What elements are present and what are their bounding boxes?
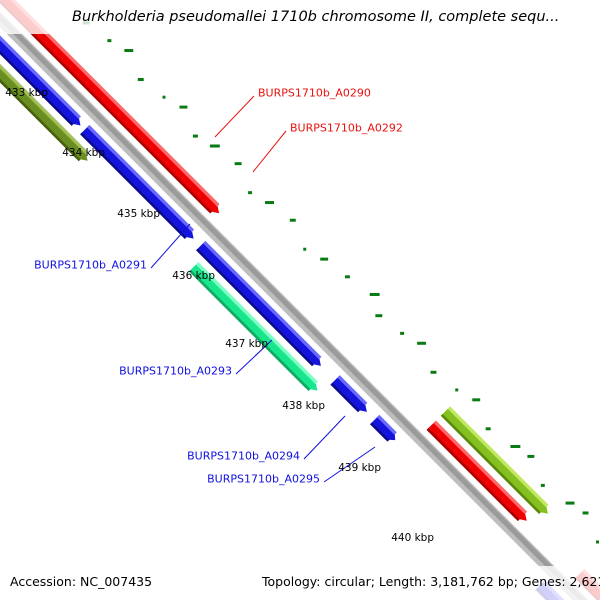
- axis-tick-label: 437 kbp: [225, 338, 268, 350]
- gene-feature-blue-gene-a0291[interactable]: [80, 124, 195, 239]
- gene-feature-blue-gene-a0295[interactable]: [370, 414, 397, 442]
- axis-tick-label: 440 kbp: [391, 532, 434, 544]
- feature-label-burps1710b_a0290[interactable]: BURPS1710b_A0290: [258, 86, 371, 100]
- gene-feature-red-gene-bottom[interactable]: [426, 420, 528, 522]
- gene-feature-blue-gene-top[interactable]: [0, 0, 82, 126]
- feature-label-burps1710b_a0294[interactable]: BURPS1710b_A0294: [187, 449, 300, 463]
- gene-feature-olive-gene-top[interactable]: [0, 0, 89, 162]
- gene-feature-spring-gene[interactable]: [189, 262, 318, 391]
- feature-label-burps1710b_a0292[interactable]: BURPS1710b_A0292: [290, 121, 403, 135]
- gene-feature-blue-gene-a0293[interactable]: [196, 240, 322, 367]
- feature-label-burps1710b_a0295[interactable]: BURPS1710b_A0295: [207, 472, 320, 486]
- feature-label-burps1710b_a0291[interactable]: BURPS1710b_A0291: [34, 258, 147, 272]
- small-feature-ticks: [82, 21, 599, 544]
- axis-tick-label: 436 kbp: [172, 270, 215, 282]
- feature-label-burps1710b_a0293[interactable]: BURPS1710b_A0293: [119, 364, 232, 378]
- axis-tick-label: 438 kbp: [282, 400, 325, 412]
- axis-tick-label: 435 kbp: [117, 208, 160, 220]
- gene-feature-ygreen-gene[interactable]: [440, 406, 549, 515]
- axis-tick-label: 434 kbp: [62, 147, 105, 159]
- label-leader-lines: [150, 95, 376, 483]
- gene-feature-blue-gene-a0294[interactable]: [330, 375, 368, 413]
- axis-tick-label: 433 kbp: [5, 87, 48, 99]
- axis-tick-label: 439 kbp: [338, 462, 381, 474]
